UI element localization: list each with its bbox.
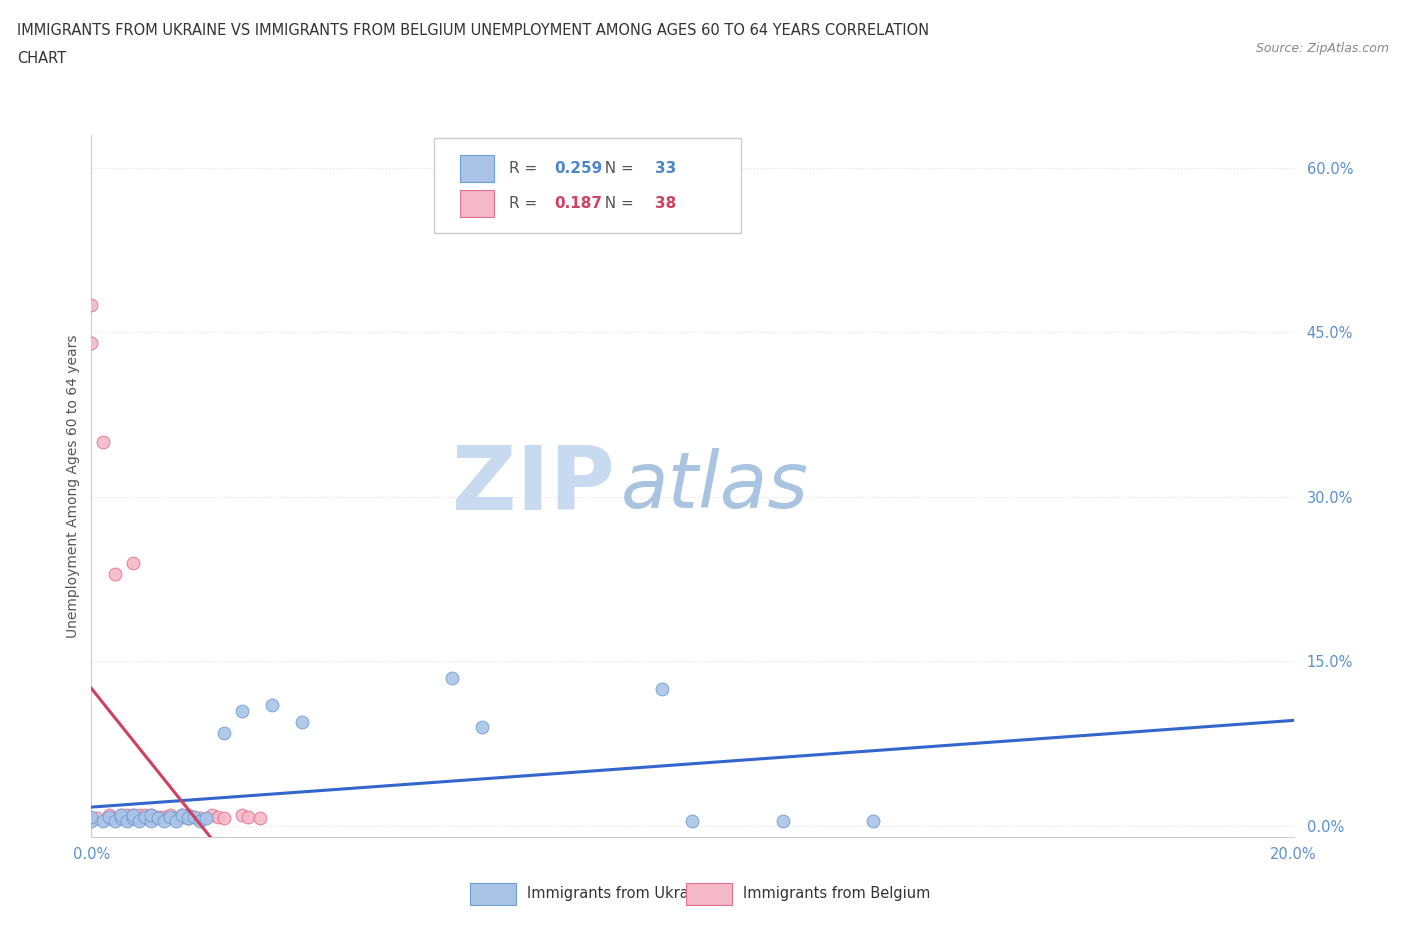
Point [152, 810, 174, 825]
Point [159, 807, 181, 822]
Point [188, 811, 211, 826]
Text: R =: R = [509, 161, 541, 176]
Point [80, 298, 103, 312]
Point [170, 807, 193, 822]
Point [122, 807, 145, 822]
Point [110, 811, 132, 826]
Point [80, 336, 103, 351]
Point [176, 807, 198, 822]
Text: 0.259: 0.259 [554, 161, 602, 176]
Point [98, 811, 121, 826]
Point [231, 807, 253, 822]
Point [122, 807, 145, 822]
Text: Immigrants from Ukraine: Immigrants from Ukraine [527, 886, 711, 901]
Point [122, 811, 145, 826]
Point [170, 807, 193, 822]
Point [98, 807, 121, 822]
Point [134, 811, 156, 826]
Point [80, 810, 103, 825]
Point [93, 434, 115, 449]
Point [128, 813, 150, 828]
Point [651, 682, 673, 697]
Text: Source: ZipAtlas.com: Source: ZipAtlas.com [1256, 42, 1389, 55]
Point [207, 810, 229, 825]
Point [165, 811, 187, 826]
Point [104, 566, 127, 581]
Point [117, 811, 139, 826]
Point [183, 810, 205, 825]
Point [134, 810, 156, 825]
Text: CHART: CHART [17, 51, 66, 66]
Point [110, 811, 132, 826]
Point [93, 813, 115, 828]
Point [98, 810, 121, 825]
Point [146, 810, 169, 825]
Point [128, 811, 150, 826]
Point [862, 813, 884, 828]
Text: ZIP: ZIP [451, 443, 614, 529]
Point [212, 725, 235, 740]
FancyBboxPatch shape [460, 191, 494, 217]
Point [141, 811, 163, 826]
Point [236, 810, 259, 825]
Point [471, 720, 494, 735]
Point [141, 807, 163, 822]
Point [122, 811, 145, 826]
Text: N =: N = [595, 161, 638, 176]
Point [201, 807, 224, 822]
Point [183, 810, 205, 825]
Text: R =: R = [509, 196, 541, 211]
Text: atlas: atlas [620, 448, 808, 524]
Point [104, 811, 127, 826]
Point [117, 813, 139, 828]
Point [440, 671, 463, 685]
Text: Immigrants from Belgium: Immigrants from Belgium [742, 886, 931, 901]
Point [146, 811, 169, 826]
Point [122, 555, 145, 570]
Point [249, 811, 271, 826]
Text: IMMIGRANTS FROM UKRAINE VS IMMIGRANTS FROM BELGIUM UNEMPLOYMENT AMONG AGES 60 TO: IMMIGRANTS FROM UKRAINE VS IMMIGRANTS FR… [17, 23, 929, 38]
Point [110, 807, 132, 822]
Point [165, 813, 187, 828]
Point [134, 807, 156, 822]
Point [117, 807, 139, 822]
Point [80, 813, 103, 828]
Point [110, 807, 132, 822]
Point [194, 811, 217, 826]
Y-axis label: Unemployment Among Ages 60 to 64 years: Unemployment Among Ages 60 to 64 years [66, 334, 80, 638]
Point [80, 811, 103, 826]
Text: N =: N = [595, 196, 638, 211]
FancyBboxPatch shape [460, 155, 494, 182]
FancyBboxPatch shape [470, 883, 516, 905]
Point [128, 807, 150, 822]
Point [212, 811, 235, 826]
Point [772, 813, 794, 828]
Point [260, 698, 283, 712]
Point [104, 813, 127, 828]
Text: 33: 33 [655, 161, 676, 176]
FancyBboxPatch shape [434, 139, 741, 233]
Point [141, 807, 163, 822]
Point [86, 811, 108, 826]
Point [159, 810, 181, 825]
Point [291, 714, 314, 729]
Point [176, 811, 198, 826]
Point [170, 810, 193, 825]
Text: 38: 38 [655, 196, 676, 211]
Point [188, 813, 211, 828]
FancyBboxPatch shape [686, 883, 733, 905]
Point [176, 811, 198, 826]
Point [141, 813, 163, 828]
Point [681, 813, 703, 828]
Point [152, 813, 174, 828]
Point [231, 703, 253, 718]
Text: 0.187: 0.187 [554, 196, 602, 211]
